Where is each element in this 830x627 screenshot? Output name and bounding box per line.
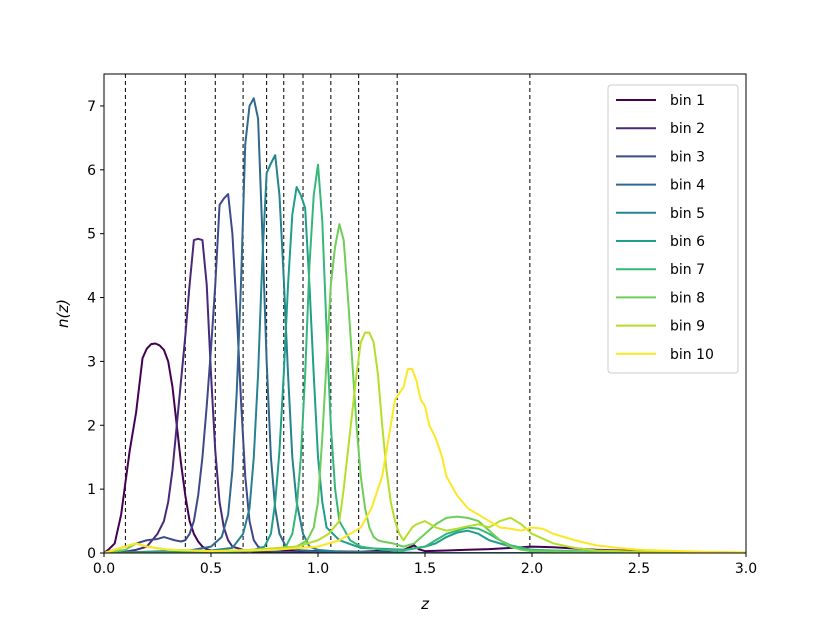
x-tick-label: 1.5 [414, 561, 436, 577]
series-line-bin-4 [104, 97, 746, 553]
legend-label-bin-2: bin 2 [670, 121, 705, 137]
bin-edge-lines [124, 74, 531, 553]
legend: bin 1 bin 2 bin 3 bin 4 bin 5 bin 6 bin 7 bin 8… [607, 84, 739, 374]
y-tick-label: 1 [87, 482, 96, 498]
x-tick-label: 3.0 [735, 561, 757, 577]
series-line-bin-9 [104, 331, 746, 553]
legend-label-bin-5: bin 5 [670, 206, 705, 222]
x-axis-ticks: 0.0 0.5 1.0 1.5 2.0 2.5 3.0 [93, 553, 757, 577]
x-tick-label: 2.5 [628, 561, 650, 577]
series-line-bin-10 [104, 368, 746, 553]
y-tick-label: 5 [87, 227, 96, 243]
x-axis-label: z [420, 595, 430, 613]
x-tick-label: 0.5 [200, 561, 222, 577]
legend-label-bin-4: bin 4 [670, 178, 705, 194]
y-tick-label: 4 [87, 291, 96, 307]
x-tick-label: 0.0 [93, 561, 115, 577]
y-tick-label: 6 [87, 163, 96, 179]
legend-label-bin-8: bin 8 [670, 290, 705, 306]
legend-label-bin-3: bin 3 [670, 149, 705, 165]
y-tick-label: 3 [87, 354, 96, 370]
y-tick-label: 7 [87, 99, 96, 115]
series-lines [104, 97, 746, 553]
x-tick-label: 1.0 [307, 561, 329, 577]
legend-label-bin-9: bin 9 [670, 319, 705, 335]
legend-label-bin-6: bin 6 [670, 234, 705, 250]
legend-label-bin-1: bin 1 [670, 93, 705, 109]
y-tick-label: 0 [87, 546, 96, 562]
y-axis-ticks: 0 1 2 3 4 5 6 7 [87, 99, 104, 562]
legend-label-bin-10: bin 10 [670, 347, 714, 363]
legend-label-bin-7: bin 7 [670, 262, 705, 278]
y-axis-label: n(z) [54, 299, 72, 328]
x-tick-label: 2.0 [521, 561, 543, 577]
y-tick-label: 2 [87, 418, 96, 434]
series-line-bin-6 [104, 186, 746, 553]
series-line-bin-5 [104, 154, 746, 553]
